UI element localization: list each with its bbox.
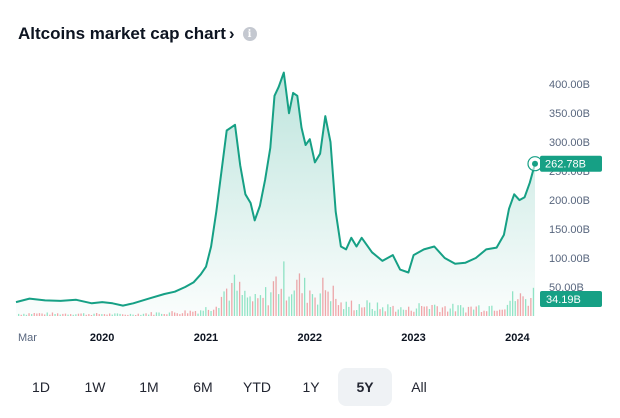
x-axis: Mar 2020 2021 2022 2023 2024 [18, 332, 530, 344]
tab-ytd[interactable]: YTD [243, 379, 271, 395]
current-volume-label: 34.19B [546, 294, 581, 306]
y-tick-label: 400.00B [549, 79, 590, 91]
x-tick-label: 2024 [505, 332, 530, 344]
current-value-badge [540, 155, 602, 172]
current-value-marker: 262.78B 34.19B [527, 155, 602, 307]
x-tick-label: 2021 [194, 332, 218, 344]
current-volume-badge [540, 291, 602, 307]
market-cap-chart: 400.00B350.00B300.00B250.00B200.00B150.0… [15, 71, 602, 344]
x-tick-label: 2020 [90, 332, 114, 344]
current-point [532, 160, 538, 167]
x-tick-label: 2022 [298, 332, 322, 344]
y-tick-label: 350.00B [549, 108, 590, 120]
tab-1w[interactable]: 1W [84, 379, 106, 395]
tab-1m[interactable]: 1M [139, 379, 159, 395]
y-tick-label: 100.00B [549, 253, 590, 265]
chart-title[interactable]: Altcoins market cap chart [18, 24, 226, 43]
info-icon[interactable]: i [242, 27, 257, 41]
tab-1y[interactable]: 1Y [302, 379, 320, 395]
y-axis: 400.00B350.00B300.00B250.00B200.00B150.0… [549, 79, 590, 294]
current-value-label: 262.78B [545, 159, 586, 171]
tab-1d[interactable]: 1D [32, 379, 50, 395]
chart-header: Altcoins market cap chart › i [18, 24, 257, 44]
y-tick-label: 200.00B [549, 195, 590, 207]
tab-all[interactable]: All [411, 379, 427, 395]
area-fill [16, 72, 535, 316]
x-tick-label: Mar [18, 332, 37, 344]
tab-5y[interactable]: 5Y [338, 368, 392, 406]
market-cap-line [15, 71, 536, 307]
x-tick-label: 2023 [401, 332, 425, 344]
y-tick-label: 300.00B [549, 137, 590, 149]
tab-6m[interactable]: 6M [193, 379, 213, 395]
chevron-right-icon[interactable]: › [228, 24, 235, 43]
y-tick-label: 150.00B [549, 224, 590, 236]
timeframe-tabs: 1D 1W 1M 6M YTD 1Y 5Y All [14, 368, 446, 406]
